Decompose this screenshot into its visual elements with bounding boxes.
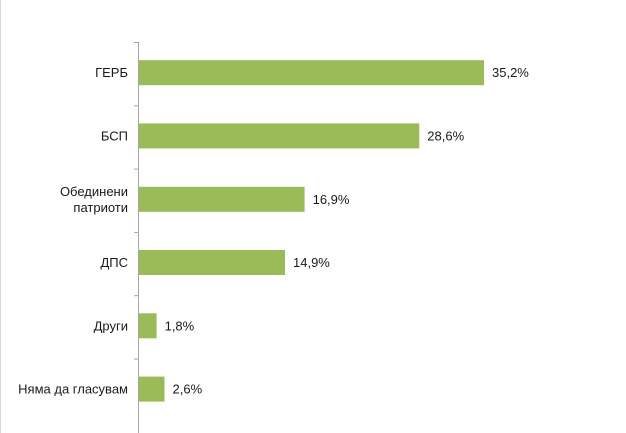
value-label-1: 28,6% [427,128,464,143]
category-label-2-line-0: Обединени [60,184,128,199]
bar-1 [139,123,420,149]
value-label-5: 2,6% [173,382,203,397]
value-label-2: 16,9% [313,192,350,207]
category-label-4: Други [94,318,128,333]
category-label-3: ДПС [100,255,128,270]
value-label-3: 14,9% [293,255,330,270]
y-axis-ticks [134,42,139,360]
bar-0 [139,60,484,86]
value-label-0: 35,2% [492,65,529,80]
category-label-2-line-1: патриоти [73,200,128,215]
bars-layer [139,60,484,402]
category-label-0: ГЕРБ [95,65,128,80]
bar-4 [139,313,157,339]
value-label-4: 1,8% [165,318,195,333]
bar-3 [139,250,285,275]
category-label-5: Няма да гласувам [18,382,128,397]
bar-2 [139,186,305,212]
bar-5 [139,376,165,402]
category-label-1: БСП [101,128,128,143]
